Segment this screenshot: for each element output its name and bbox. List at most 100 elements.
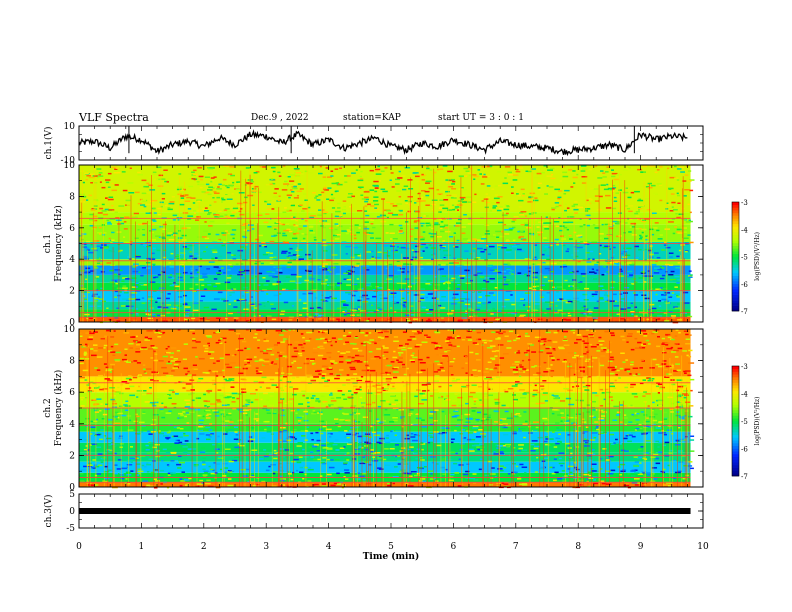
ch2-spectrogram-pixel	[355, 478, 361, 480]
ch2-spectrogram-pixel	[93, 464, 97, 466]
ch1-spectrogram-pixel	[351, 172, 356, 174]
ch1-spectrogram-pixel	[672, 321, 679, 324]
ch2-spectrogram-pixel	[552, 431, 555, 433]
ch2-spectrogram-pixel	[195, 443, 200, 446]
ch2-spectrogram-pixel	[337, 423, 341, 426]
ch1-spectrogram-pixel	[263, 221, 269, 224]
ch2-spectrogram-pixel	[619, 463, 626, 466]
ch1-spectrogram-pixel	[293, 185, 297, 188]
ch1-spectrogram-pixel	[141, 267, 147, 269]
ch1-spectrogram-pixel	[262, 277, 266, 279]
ch1-spectrogram-pixel	[652, 192, 658, 195]
ch1-spectrogram-pixel	[452, 180, 456, 183]
ch1-spectrogram-pixel	[190, 276, 194, 279]
ch1-spectrogram-pixel	[555, 310, 558, 313]
ch2-spectrogram-pixel	[453, 462, 458, 465]
ch2-spectrogram-pixel	[202, 457, 207, 459]
ch1-spectrogram-pixel	[298, 228, 303, 230]
ch2-spectrogram-pixel	[301, 435, 306, 437]
ch2-spectrogram-pixel	[392, 482, 395, 485]
ch1-spectrogram-pixel	[419, 299, 425, 301]
ch1-spectrogram-colorbar-swatch	[732, 229, 739, 233]
ch1-spectrogram-pixel	[525, 306, 529, 308]
ch2-spectrogram-pixel	[444, 468, 448, 471]
station-label: station=KAP	[343, 113, 401, 123]
ch1-spectrogram-pixel	[573, 246, 577, 248]
ch2-spectrogram-pixel	[182, 446, 188, 448]
ch2-spectrogram-pixel	[199, 451, 206, 453]
ch2-spectrogram-pixel	[186, 422, 190, 424]
ch1-spectrogram-pixel	[171, 233, 174, 236]
ch1-spectrogram-pixel	[608, 248, 611, 250]
ch1-spectrogram-pixel	[625, 205, 628, 207]
ch2-spectrogram-pixel	[658, 451, 663, 453]
ch1-spectrogram-pixel	[118, 269, 123, 272]
ch1-spectrogram-pixel	[357, 255, 362, 257]
ch1-spectrogram-pixel	[284, 241, 289, 244]
ch1-spectrogram-pixel	[583, 305, 586, 308]
ch1-spectrogram-pixel	[370, 205, 375, 207]
ch1-spectrogram-pixel	[657, 315, 663, 317]
ch2-spectrogram-pixel	[585, 426, 589, 428]
ch1-spectrogram-pixel	[174, 229, 177, 231]
ch1-spectrogram-pixel	[612, 188, 615, 190]
ch1-spectrogram-pixel	[98, 233, 102, 235]
ch1-spectrogram-pixel	[425, 296, 429, 299]
ch1-spectrogram-pixel	[490, 313, 494, 315]
ch2-spectrogram-pixel	[228, 460, 234, 463]
ch1-spectrogram-pixel	[606, 166, 610, 168]
ch1-spectrogram-pixel	[370, 237, 374, 239]
ch2-spectrogram-pixel	[94, 469, 98, 472]
ch1-spectrogram-pixel	[303, 225, 308, 227]
ch1-spectrogram-pixel	[92, 172, 99, 174]
ch2-spectrogram-pixel	[383, 420, 386, 422]
ch1-spectrogram-pixel	[559, 298, 564, 300]
ch2-spectrogram-pixel	[231, 401, 236, 403]
ch1-spectrogram-pixel	[398, 231, 403, 233]
ch1-spectrogram-pixel	[657, 238, 663, 240]
ch2-spectrogram-pixel	[634, 484, 639, 486]
ch1-spectrogram-pixel	[585, 309, 592, 311]
ch2-spectrogram-pixel	[243, 475, 248, 477]
ch2-spectrogram-pixel	[346, 436, 350, 439]
ch1-spectrogram-pixel	[207, 193, 212, 196]
ch1-spectrogram-pixel	[111, 189, 117, 192]
ch1-spectrogram-pixel	[151, 313, 156, 316]
ch1-spectrogram-pixel	[546, 292, 550, 294]
ch2-spectrogram-pixel	[269, 404, 274, 407]
ch1-spectrogram-pixel	[602, 176, 607, 178]
ch1-spectrogram-pixel	[687, 234, 691, 236]
ch1-spectrogram-pixel	[86, 199, 89, 201]
ch1-spectrogram-pixel	[407, 292, 410, 294]
ch1-spectrogram-pixel	[638, 207, 643, 210]
ch1-spectrogram-pixel	[234, 210, 240, 212]
ch1-spectrogram-pixel	[592, 224, 596, 226]
ch2-spectrogram-pixel	[135, 413, 138, 416]
ch1-spectrogram-pixel	[609, 185, 612, 187]
ch1-spectrogram-colorbar-swatch	[732, 264, 739, 268]
ch1-spectrogram-pixel	[192, 202, 196, 204]
ch2-spectrogram-pixel	[272, 412, 277, 415]
ch1-spectrogram-pixel	[440, 307, 446, 309]
ch2-spectrogram-pixel	[195, 408, 201, 411]
ch1-spectrogram-pixel	[331, 197, 336, 199]
ch1-spectrogram-pixel	[224, 214, 228, 216]
ch1-spectrogram-pixel	[677, 232, 684, 234]
ch1-spectrogram-pixel	[417, 267, 424, 270]
ch1-spectrogram-pixel	[626, 167, 629, 170]
ch2-spectrogram-pixel	[441, 459, 445, 461]
ch2-spectrogram-pixel	[472, 379, 477, 381]
ch1-spectrogram-pixel	[510, 294, 513, 296]
ch2-spectrogram-pixel	[450, 451, 456, 454]
ch1-spectrogram-pixel	[309, 225, 314, 228]
ch1-spectrogram-pixel	[611, 172, 618, 175]
ch2-spectrogram-pixel	[482, 435, 487, 438]
ch1-spectrogram-pixel	[258, 303, 262, 306]
ch1-spectrogram-pixel	[107, 197, 113, 200]
ch2-spectrogram-pixel	[664, 475, 667, 477]
ch2-spectrogram-pixel	[208, 436, 212, 438]
ch2-spectrogram-pixel	[250, 393, 256, 395]
ch2-spectrogram-pixel	[185, 412, 189, 414]
ch1-spectrogram-pixel	[101, 203, 105, 206]
ch1-spectrogram-pixel	[372, 226, 376, 229]
